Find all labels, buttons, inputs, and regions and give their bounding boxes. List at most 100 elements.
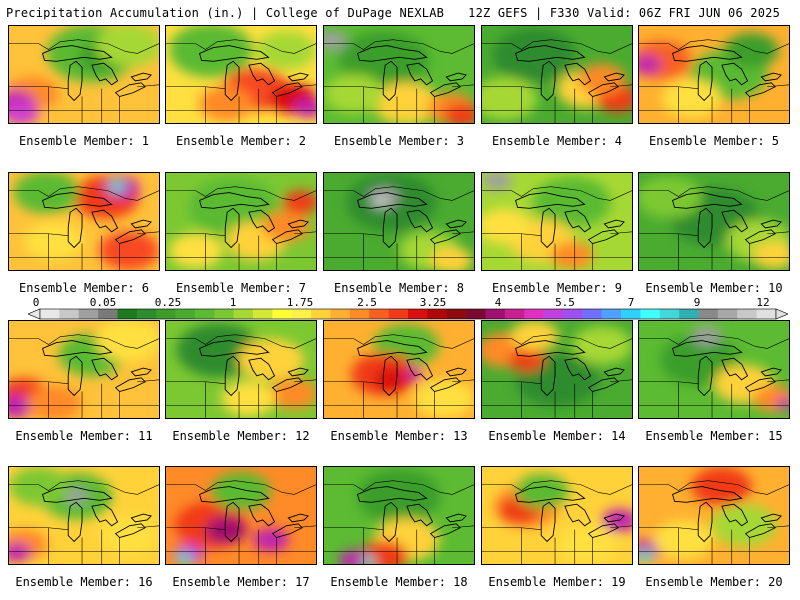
ensemble-map-panel [638, 466, 790, 565]
color-scale-swatch [156, 309, 176, 319]
color-scale-tick-label: 2.5 [357, 296, 377, 309]
precip-blob [373, 367, 410, 391]
great-lakes-outline [224, 60, 240, 102]
precip-blob [188, 177, 279, 237]
color-scale-swatch [427, 309, 448, 319]
color-scale-swatch [175, 309, 196, 319]
great-lakes-outline [744, 82, 776, 98]
great-lakes-outline [760, 513, 782, 523]
color-scale-bar [28, 308, 788, 320]
great-lakes-outline [721, 357, 749, 381]
political-border [48, 527, 69, 530]
great-lakes-outline [406, 503, 434, 527]
great-lakes-outline [406, 209, 434, 233]
political-border [610, 84, 632, 88]
precip-map [9, 467, 159, 564]
color-scale-swatch [601, 309, 622, 319]
great-lakes-outline [91, 357, 119, 381]
ensemble-member-label: Ensemble Member: 16 [15, 575, 153, 589]
precip-blob [205, 516, 247, 544]
political-border [205, 86, 226, 89]
great-lakes-outline [603, 219, 625, 229]
political-border [452, 84, 474, 88]
color-scale-tick-label: 9 [693, 296, 701, 309]
header-title: Precipitation Accumulation (in.) | Colle… [6, 6, 445, 20]
precip-blob [9, 542, 32, 563]
great-lakes-outline [199, 45, 270, 62]
color-scale-swatch [524, 309, 544, 319]
political-border [166, 233, 206, 270]
precip-blob [373, 82, 440, 123]
great-lakes-outline [91, 62, 119, 86]
ensemble-member-label: Ensemble Member: 8 [333, 281, 465, 295]
precip-blob [169, 26, 253, 78]
great-lakes-outline [382, 355, 398, 397]
color-scale-swatch [117, 309, 138, 319]
great-lakes-outline [515, 45, 586, 62]
political-border [482, 186, 632, 201]
ensemble-member-label: Ensemble Member: 18 [330, 575, 468, 589]
ensemble-map-panel [8, 320, 160, 419]
color-scale-swatch [194, 309, 215, 319]
precip-blob [572, 325, 632, 365]
great-lakes-outline [672, 192, 743, 209]
ensemble-map-panel [8, 172, 160, 271]
political-border [767, 231, 789, 235]
precip-blob [533, 176, 611, 228]
precip-blob [691, 325, 722, 346]
political-border [294, 379, 316, 383]
color-scale-swatch [737, 309, 757, 319]
ensemble-member-label: Ensemble Member: 1 [18, 134, 150, 148]
political-border [166, 39, 316, 54]
precip-blob [269, 378, 316, 410]
great-lakes-outline [587, 82, 619, 98]
ensemble-member-label: Ensemble Member: 20 [645, 575, 783, 589]
political-border [166, 334, 316, 349]
ensemble-member-label: Ensemble Member: 14 [488, 429, 626, 443]
ensemble-map-panel [323, 172, 475, 271]
precip-blob [339, 30, 429, 90]
precip-blob [99, 231, 159, 270]
great-lakes-outline [248, 62, 276, 86]
precip-map [166, 173, 316, 270]
color-scale-swatch [659, 309, 680, 319]
political-border [639, 334, 789, 349]
precip-blob [578, 63, 626, 95]
color-scale-swatch [408, 309, 428, 319]
precip-blob [169, 233, 223, 269]
great-lakes-outline [429, 229, 461, 245]
precip-blob [27, 385, 81, 418]
great-lakes-outline [445, 219, 467, 229]
great-lakes-outline [760, 219, 782, 229]
great-lakes-outline [357, 486, 428, 503]
precip-blob [324, 30, 347, 51]
color-scale-swatch [698, 309, 719, 319]
precip-map [324, 467, 474, 564]
great-lakes-outline [248, 209, 276, 233]
ensemble-member-label: Ensemble Member: 5 [648, 134, 780, 148]
color-scale-swatch [291, 309, 312, 319]
political-border [521, 527, 542, 530]
ensemble-member-label: Ensemble Member: 10 [645, 281, 783, 295]
great-lakes-outline [721, 209, 749, 233]
great-lakes-outline [515, 192, 586, 209]
precip-blob [444, 103, 474, 123]
great-lakes-outline [271, 229, 303, 245]
precip-blob [357, 468, 441, 524]
political-border [521, 233, 542, 236]
precip-map [639, 467, 789, 564]
political-border [452, 231, 474, 235]
precip-blob [515, 473, 569, 509]
ensemble-map-panel [165, 320, 317, 419]
great-lakes-outline [697, 355, 713, 397]
great-lakes-outline [130, 367, 152, 377]
political-border [363, 527, 384, 530]
political-border [205, 527, 226, 530]
great-lakes-outline [271, 523, 303, 539]
great-lakes-outline [515, 486, 586, 503]
political-border [639, 480, 789, 495]
precip-map [9, 321, 159, 418]
precip-map [9, 26, 159, 123]
great-lakes-outline [445, 367, 467, 377]
precip-map [482, 26, 632, 123]
